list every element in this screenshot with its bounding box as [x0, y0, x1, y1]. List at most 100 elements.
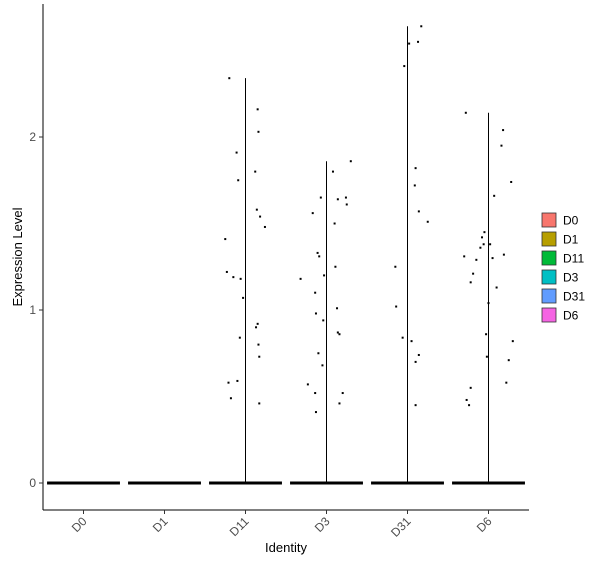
- point-D3-2: [311, 212, 314, 215]
- point-D3-7: [319, 196, 322, 199]
- point-D11-15: [255, 208, 258, 211]
- x-axis-title: Identity: [265, 540, 307, 555]
- x-tick-label-D1: D1: [150, 514, 171, 535]
- point-D11-10: [236, 379, 239, 382]
- x-tick-label-D6: D6: [474, 514, 495, 535]
- point-D11-20: [257, 343, 260, 346]
- legend-key-D0: [541, 212, 557, 228]
- point-D11-1: [228, 77, 231, 80]
- legend-key-D11: [541, 250, 557, 266]
- point-D31-6: [401, 336, 404, 339]
- point-D3-25: [349, 160, 352, 163]
- point-D31-5: [395, 305, 398, 308]
- point-D6-24: [510, 180, 513, 183]
- point-D3-18: [336, 307, 339, 310]
- point-D11-0: [224, 238, 227, 241]
- point-D3-9: [322, 319, 325, 322]
- point-D6-25: [511, 340, 514, 343]
- point-D11-22: [258, 402, 261, 405]
- point-D3-22: [341, 392, 344, 395]
- point-D6-16: [491, 257, 494, 260]
- x-tick-label-D31: D31: [388, 514, 414, 540]
- point-D6-18: [495, 286, 498, 289]
- point-D6-21: [502, 253, 505, 256]
- legend-label-D31: D31: [563, 290, 585, 304]
- legend-label-D3: D3: [563, 271, 579, 285]
- point-D31-11: [426, 220, 429, 223]
- point-D11-16: [259, 215, 262, 218]
- point-D3-0: [299, 277, 302, 280]
- point-D3-24: [345, 203, 348, 206]
- point-D11-6: [239, 277, 242, 280]
- point-D3-13: [314, 411, 317, 414]
- point-D6-3: [468, 404, 471, 407]
- point-D3-10: [321, 364, 324, 367]
- x-tick-label-D0: D0: [69, 514, 90, 535]
- point-D11-5: [237, 179, 240, 182]
- point-D6-17: [493, 194, 496, 197]
- point-D3-14: [331, 170, 334, 173]
- legend-key-D1: [541, 231, 557, 247]
- y-tick-label-1: 1: [29, 303, 36, 317]
- point-D6-12: [485, 333, 488, 336]
- point-D11-11: [238, 336, 241, 339]
- point-D6-2: [465, 398, 468, 401]
- point-D31-12: [414, 360, 417, 363]
- legend-key-D31: [541, 288, 557, 304]
- legend-key-D6: [541, 307, 557, 323]
- point-D31-1: [408, 42, 411, 45]
- point-D3-1: [306, 383, 309, 386]
- x-tick-label-D11: D11: [227, 514, 252, 539]
- axes: [42, 4, 529, 511]
- y-axis-title: Expression Level: [10, 207, 25, 306]
- point-D31-13: [417, 353, 420, 356]
- point-D11-21: [258, 355, 261, 358]
- y-ticks: 0 1 2: [29, 130, 43, 490]
- point-D3-5: [316, 251, 319, 254]
- legend-key-D3: [541, 269, 557, 285]
- point-D31-0: [403, 65, 406, 68]
- point-D6-23: [507, 359, 510, 362]
- point-D11-14: [257, 130, 260, 133]
- point-D11-12: [254, 170, 257, 173]
- point-D6-9: [481, 236, 484, 239]
- legend: D0 D1 D11 D3 D31 D6: [541, 212, 585, 323]
- point-D11-3: [232, 276, 235, 279]
- point-D31-7: [410, 340, 413, 343]
- point-D11-9: [229, 397, 232, 400]
- point-D11-18: [255, 326, 258, 329]
- point-D31-3: [420, 25, 423, 28]
- legend-label-D11: D11: [563, 252, 584, 266]
- point-D6-13: [485, 355, 488, 358]
- violin-D0: [47, 481, 120, 485]
- legend-label-D1: D1: [563, 233, 579, 247]
- point-D11-19: [256, 322, 259, 325]
- point-D6-6: [472, 272, 475, 275]
- legend-label-D0: D0: [563, 214, 579, 228]
- point-D6-14: [487, 302, 490, 305]
- point-D6-10: [483, 231, 486, 234]
- point-D3-11: [317, 352, 320, 355]
- point-D3-16: [334, 265, 337, 268]
- point-D6-5: [469, 281, 472, 284]
- point-D3-21: [338, 402, 341, 405]
- point-D31-14: [414, 404, 417, 407]
- violin-D1: [128, 481, 201, 485]
- point-D6-8: [479, 246, 482, 249]
- y-tick-label-2: 2: [29, 130, 36, 144]
- point-D3-17: [336, 198, 339, 201]
- point-D6-4: [469, 386, 472, 389]
- x-ticks: D0 D1 D11 D3 D31 D6: [69, 510, 495, 540]
- point-D6-0: [463, 255, 466, 258]
- plot-area: [47, 25, 525, 485]
- point-D31-4: [394, 265, 397, 268]
- point-D6-19: [500, 144, 503, 147]
- point-D6-11: [482, 243, 485, 246]
- point-D11-7: [242, 296, 245, 299]
- point-D6-1: [464, 111, 467, 114]
- point-D31-9: [413, 184, 416, 187]
- legend-label-D6: D6: [563, 309, 579, 323]
- point-D31-10: [417, 210, 420, 213]
- point-D11-4: [235, 151, 238, 154]
